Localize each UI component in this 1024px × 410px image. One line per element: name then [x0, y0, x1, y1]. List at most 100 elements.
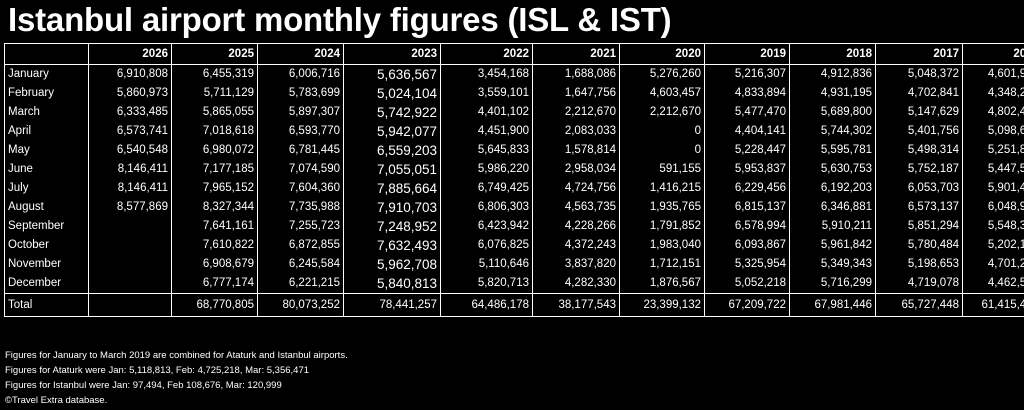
- column-header-2022: 2022: [440, 43, 533, 65]
- cell-2016: 5,098,670: [962, 122, 1024, 141]
- cell-2025: 8,327,344: [171, 198, 258, 217]
- cell-2021: 3,837,820: [532, 255, 620, 274]
- table-row-may: May 6,540,548 6,980,072 6,781,445 6,559,203 5…: [4, 141, 1024, 160]
- cell-2026: 6,333,485: [88, 103, 172, 122]
- column-header-2026: 2026: [88, 43, 172, 65]
- row-label: May: [4, 141, 89, 160]
- cell-2017: 5,498,314: [875, 141, 963, 160]
- cell-2025: 5,865,055: [171, 103, 258, 122]
- cell-2025: 6,980,072: [171, 141, 258, 160]
- cell-2017: 5,752,187: [875, 160, 963, 179]
- column-header-2023: 2023: [343, 43, 441, 65]
- cell-2018: 5,961,842: [789, 236, 876, 255]
- cell-2026: 6,540,548: [88, 141, 172, 160]
- cell-2023: 7,632,493: [343, 236, 441, 255]
- cell-2016: 5,901,428: [962, 179, 1024, 198]
- cell-2025: 7,018,618: [171, 122, 258, 141]
- cell-2022: 5,645,833: [440, 141, 533, 160]
- page-title: Istanbul airport monthly figures (ISL & …: [8, 1, 672, 38]
- cell-2021: 4,282,330: [532, 274, 620, 294]
- cell-2016: 5,548,376: [962, 217, 1024, 236]
- cell-2016: 5,251,839: [962, 141, 1024, 160]
- table-row-july: July 8,146,411 7,965,152 7,604,360 7,885,664…: [4, 179, 1024, 198]
- cell-2018: 5,689,800: [789, 103, 876, 122]
- cell-2022: 6,749,425: [440, 179, 533, 198]
- cell-2025: 6,777,174: [171, 274, 258, 294]
- cell-2016: 5,447,562: [962, 160, 1024, 179]
- table-row-january: January 6,910,808 6,455,319 6,006,716 5,636,…: [4, 64, 1024, 84]
- cell-2023: 5,024,104: [343, 84, 441, 103]
- cell-2018: 5,744,302: [789, 122, 876, 141]
- cell-2017: 5,048,372: [875, 64, 963, 84]
- row-label: September: [4, 217, 89, 236]
- cell-2022: 5,820,713: [440, 274, 533, 294]
- row-label: July: [4, 179, 89, 198]
- total-cell-2017: 65,727,448: [875, 293, 963, 317]
- cell-2021: 1,578,814: [532, 141, 620, 160]
- table-row-december: December 6,777,174 6,221,215 5,840,813 5,820…: [4, 274, 1024, 294]
- total-cell-2020: 23,399,132: [619, 293, 705, 317]
- cell-2018: 4,912,836: [789, 64, 876, 84]
- cell-2022: 3,559,101: [440, 84, 533, 103]
- row-label: February: [4, 84, 89, 103]
- cell-2020: 1,791,852: [619, 217, 705, 236]
- cell-2021: 2,958,034: [532, 160, 620, 179]
- cell-2019: 6,578,994: [704, 217, 790, 236]
- row-label: April: [4, 122, 89, 141]
- table-row-total: Total 68,770,805 80,073,252 78,441,257 64,48…: [4, 293, 1024, 317]
- cell-2019: 5,325,954: [704, 255, 790, 274]
- column-header-2020: 2020: [619, 43, 705, 65]
- total-cell-2021: 38,177,543: [532, 293, 620, 317]
- cell-2020: 0: [619, 141, 705, 160]
- cell-2016: 6,048,915: [962, 198, 1024, 217]
- row-label: August: [4, 198, 89, 217]
- cell-2021: 4,228,266: [532, 217, 620, 236]
- cell-2019: 4,404,141: [704, 122, 790, 141]
- total-cell-2022: 64,486,178: [440, 293, 533, 317]
- cell-2020: 1,712,151: [619, 255, 705, 274]
- cell-2023: 5,962,708: [343, 255, 441, 274]
- column-header-2025: 2025: [171, 43, 258, 65]
- cell-2026: 6,910,808: [88, 64, 172, 84]
- cell-2021: 4,724,756: [532, 179, 620, 198]
- cell-2017: 5,851,294: [875, 217, 963, 236]
- cell-2024: 6,006,716: [257, 64, 344, 84]
- column-header-2017: 2017: [875, 43, 963, 65]
- cell-2019: 5,953,837: [704, 160, 790, 179]
- cell-2024: 6,221,215: [257, 274, 344, 294]
- cell-2016: 4,462,594: [962, 274, 1024, 294]
- cell-2024: 6,593,770: [257, 122, 344, 141]
- total-cell-2016: 61,415,470: [962, 293, 1024, 317]
- cell-2024: 7,735,988: [257, 198, 344, 217]
- total-label: Total: [4, 293, 89, 317]
- cell-2021: 2,083,033: [532, 122, 620, 141]
- cell-2024: 6,245,584: [257, 255, 344, 274]
- total-cell-2019: 67,209,722: [704, 293, 790, 317]
- cell-2019: 5,228,447: [704, 141, 790, 160]
- cell-2021: 2,212,670: [532, 103, 620, 122]
- cell-2025: 6,455,319: [171, 64, 258, 84]
- cell-2022: 5,986,220: [440, 160, 533, 179]
- cell-2025: 7,641,161: [171, 217, 258, 236]
- cell-2024: 6,872,855: [257, 236, 344, 255]
- cell-2023: 7,910,703: [343, 198, 441, 217]
- table-body: January 6,910,808 6,455,319 6,006,716 5,636,…: [4, 64, 1024, 317]
- header-row: 2026 2025 2024 2023 2022 2021 2020 2019 2018 2017…: [4, 43, 1024, 65]
- cell-2024: 7,255,723: [257, 217, 344, 236]
- table-row-april: April 6,573,741 7,018,618 6,593,770 5,942,07…: [4, 122, 1024, 141]
- cell-2020: 1,876,567: [619, 274, 705, 294]
- row-label: October: [4, 236, 89, 255]
- cell-2019: 5,052,218: [704, 274, 790, 294]
- cell-2018: 5,716,299: [789, 274, 876, 294]
- cell-2021: 1,647,756: [532, 84, 620, 103]
- cell-2026: 8,146,411: [88, 160, 172, 179]
- row-label: November: [4, 255, 89, 274]
- cell-2016: 4,601,955: [962, 64, 1024, 84]
- row-label: December: [4, 274, 89, 294]
- cell-2016: 4,348,217: [962, 84, 1024, 103]
- cell-2026: 5,860,973: [88, 84, 172, 103]
- column-header-2016: 2016: [962, 43, 1024, 65]
- row-label: June: [4, 160, 89, 179]
- footnote-line: Figures for Ataturk were Jan: 5,118,813,…: [5, 365, 310, 376]
- cell-2022: 4,401,102: [440, 103, 533, 122]
